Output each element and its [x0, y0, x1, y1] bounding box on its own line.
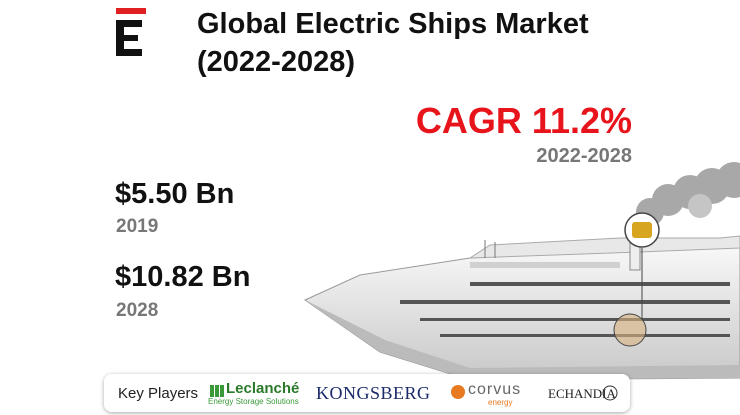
stat-year: 2019 [116, 216, 159, 237]
stat-value: $5.50 Bn [115, 178, 235, 210]
stat-value: $10.82 Bn [115, 261, 251, 293]
ship [303, 212, 740, 381]
cagr-period: 2022-2028 [536, 145, 632, 167]
title-line: Global Electric Ships Market [197, 8, 589, 40]
company-name: corvus [468, 381, 522, 398]
logo [116, 8, 146, 56]
players-bar [104, 374, 630, 412]
cagr: CAGR 11.2% [415, 100, 632, 141]
smoke [636, 162, 740, 226]
title-line: (2022-2028) [197, 46, 355, 78]
corvus-icon [451, 385, 465, 399]
company-tagline: energy [488, 398, 513, 407]
stat-year: 2028 [116, 300, 159, 321]
echandia-icon [602, 385, 618, 401]
company-tagline: Energy Storage Solutions [208, 397, 299, 406]
company-name: Leclanché [226, 380, 300, 397]
company-name: ECHANDIA [548, 386, 616, 401]
key-players-label: Key Players [118, 385, 199, 402]
company-name: KONGSBERG [316, 383, 431, 403]
leclanche-icon [210, 385, 224, 397]
